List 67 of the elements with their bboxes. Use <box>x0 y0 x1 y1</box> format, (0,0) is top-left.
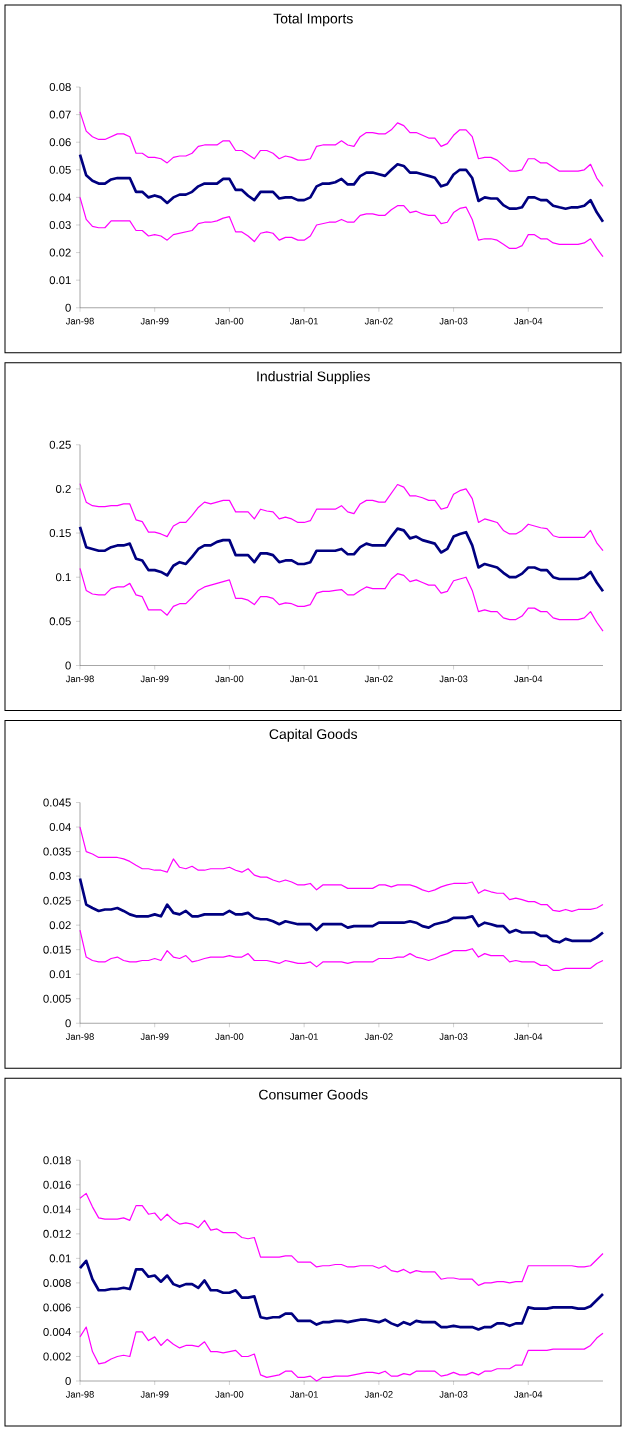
x-tick-label: Jan-01 <box>290 317 318 325</box>
x-tick-label: Jan-98 <box>65 1391 94 1398</box>
y-tick-label: 0.015 <box>43 945 71 954</box>
x-tick-label: Jan-01 <box>290 1391 318 1398</box>
x-tick-label: Jan-04 <box>514 1033 543 1040</box>
y-tick-label: 0.03 <box>49 872 71 881</box>
y-tick-label: 0.05 <box>49 165 71 174</box>
y-tick-label: 0.03 <box>49 220 71 229</box>
chart-title: Capital Goods <box>269 728 358 742</box>
y-tick-label: 0.012 <box>43 1229 71 1238</box>
y-tick-label: 0 <box>65 1377 71 1386</box>
y-tick-label: 0.01 <box>49 276 71 285</box>
x-tick-label: Jan-02 <box>364 675 393 683</box>
x-tick-label: Jan-04 <box>514 1391 543 1398</box>
y-tick-label: 0.05 <box>49 617 71 626</box>
y-tick-label: 0.025 <box>43 896 71 905</box>
x-tick-label: Jan-00 <box>215 317 244 325</box>
y-tick-label: 0.08 <box>49 83 71 92</box>
x-tick-label: Jan-00 <box>215 1391 244 1398</box>
y-tick-label: 0.002 <box>43 1352 71 1361</box>
y-tick-label: 0 <box>65 661 71 670</box>
y-tick-label: 0.004 <box>43 1327 71 1336</box>
y-tick-label: 0.016 <box>43 1180 71 1189</box>
x-tick-label: Jan-03 <box>439 675 468 683</box>
y-tick-label: 0.2 <box>55 484 71 493</box>
x-tick-label: Jan-04 <box>514 317 543 325</box>
x-tick-label: Jan-00 <box>215 1033 244 1040</box>
y-tick-label: 0.04 <box>49 193 71 202</box>
chart-title: Industrial Supplies <box>257 371 370 385</box>
x-tick-label: Jan-01 <box>290 675 318 683</box>
y-tick-label: 0.06 <box>49 138 71 147</box>
y-tick-label: 0.005 <box>43 994 71 1003</box>
y-tick-label: 0 <box>65 303 71 312</box>
x-tick-label: Jan-03 <box>439 1391 468 1398</box>
x-tick-label: Jan-99 <box>140 1391 169 1398</box>
y-tick-label: 0 <box>65 1019 71 1028</box>
y-tick-label: 0.008 <box>43 1278 71 1287</box>
x-tick-label: Jan-03 <box>439 317 468 325</box>
y-tick-label: 0.035 <box>43 847 71 856</box>
y-tick-label: 0.006 <box>43 1303 71 1312</box>
x-tick-label: Jan-02 <box>364 1391 393 1398</box>
x-tick-label: Jan-03 <box>439 1033 468 1040</box>
y-tick-label: 0.02 <box>49 921 71 930</box>
x-tick-label: Jan-99 <box>140 675 169 683</box>
x-tick-label: Jan-04 <box>514 675 543 683</box>
chart-title: Total Imports <box>273 13 353 27</box>
x-tick-label: Jan-98 <box>65 1033 94 1040</box>
x-tick-label: Jan-02 <box>364 317 393 325</box>
y-tick-label: 0.1 <box>55 573 71 582</box>
x-tick-label: Jan-98 <box>65 675 94 683</box>
y-tick-label: 0.07 <box>49 110 71 119</box>
y-tick-label: 0.01 <box>49 970 71 979</box>
y-tick-label: 0.01 <box>49 1254 71 1263</box>
y-tick-label: 0.02 <box>49 248 71 257</box>
x-tick-label: Jan-99 <box>140 317 169 325</box>
x-tick-label: Jan-02 <box>364 1033 393 1040</box>
y-tick-label: 0.04 <box>49 823 71 832</box>
y-tick-label: 0.014 <box>43 1205 71 1214</box>
chart-title: Consumer Goods <box>259 1089 368 1100</box>
y-tick-label: 0.045 <box>43 798 71 807</box>
y-tick-label: 0.15 <box>49 529 71 538</box>
x-tick-label: Jan-00 <box>215 675 244 683</box>
x-tick-label: Jan-01 <box>290 1033 318 1040</box>
x-tick-label: Jan-98 <box>65 317 94 325</box>
y-tick-label: 0.25 <box>49 440 71 449</box>
x-tick-label: Jan-99 <box>140 1033 169 1040</box>
y-tick-label: 0.018 <box>43 1156 71 1165</box>
